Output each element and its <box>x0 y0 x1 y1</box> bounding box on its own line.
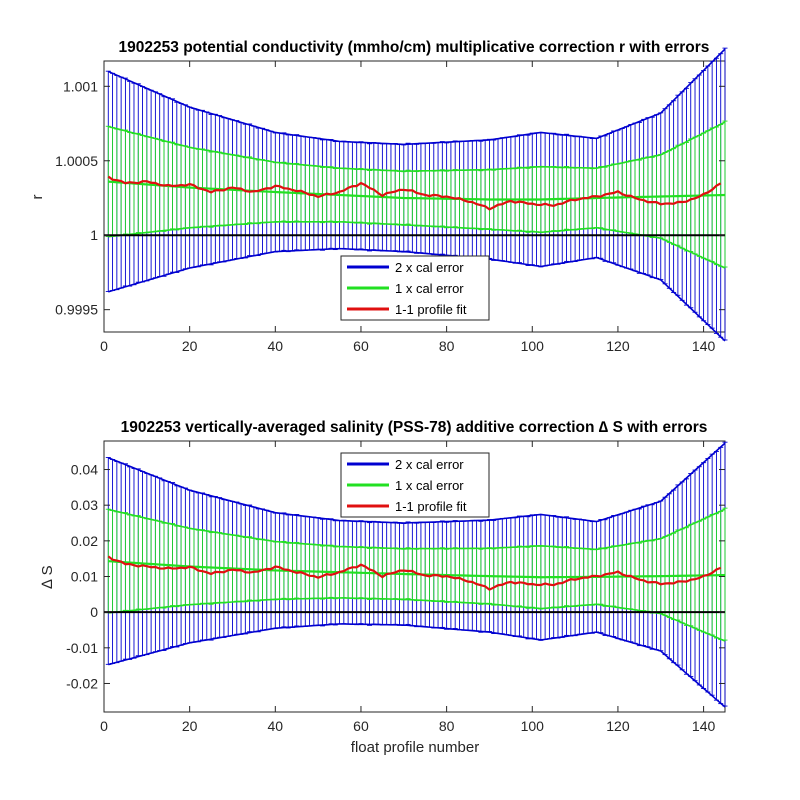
x-tick-label: 0 <box>100 718 108 734</box>
legend: 2 x cal error 1 x cal error 1-1 profile … <box>340 452 490 518</box>
y-tick-label: -0.02 <box>66 675 98 691</box>
x-tick-label: 120 <box>606 338 630 354</box>
series-line-profile-fit <box>107 175 722 211</box>
y-tick-label: 1 <box>90 227 98 243</box>
y-axis-label: r <box>29 195 46 200</box>
error-bar-1x-group <box>105 507 728 642</box>
x-tick-label: 120 <box>606 718 630 734</box>
legend-label-profile-fit: 1-1 profile fit <box>395 499 467 514</box>
x-tick-label: 40 <box>268 718 284 734</box>
x-tick-label: 60 <box>353 338 369 354</box>
error-bar-1x-upper-edge <box>108 121 726 172</box>
error-bar-1x-upper-edge <box>108 508 726 551</box>
error-bar-1x-lower-edge <box>108 221 726 269</box>
legend-label-2x-cal-error: 2 x cal error <box>395 260 464 275</box>
error-bar-2x-lower-edge <box>108 247 726 342</box>
legend: 2 x cal error 1 x cal error 1-1 profile … <box>340 255 490 321</box>
y-tick-label: 0.01 <box>71 569 98 585</box>
y-tick-label: 0 <box>90 604 98 620</box>
error-bar-2x-lower-edge <box>108 623 726 708</box>
y-tick-label: 0.04 <box>71 462 98 478</box>
calibration-fit-line <box>108 180 726 201</box>
x-tick-label: 0 <box>100 338 108 354</box>
legend-label-2x-cal-error: 2 x cal error <box>395 457 464 472</box>
x-tick-label: 100 <box>521 338 545 354</box>
delta-s-correction-panel: 1902253 vertically-averaged salinity (PS… <box>39 419 728 756</box>
x-tick-label: 20 <box>182 718 198 734</box>
x-tick-label: 60 <box>353 718 369 734</box>
x-tick-label: 20 <box>182 338 198 354</box>
x-tick-label: 40 <box>268 338 284 354</box>
y-tick-label: 0.03 <box>71 497 98 513</box>
r-correction-panel: 1902253 potential conductivity (mmho/cm)… <box>29 39 728 354</box>
y-tick-label: 0.9995 <box>55 302 98 318</box>
plot-area: 0 20 40 60 80 100 120 140 0.9995 1 1.0005 1.001 <box>55 47 728 354</box>
series-line-profile-fit <box>107 555 722 591</box>
y-tick-label: 1.0005 <box>55 153 98 169</box>
y-tick-label: 0.02 <box>71 533 98 549</box>
panel-title: 1902253 potential conductivity (mmho/cm)… <box>119 39 710 56</box>
y-tick-label: -0.01 <box>66 640 98 656</box>
error-bar-2x-upper-edge <box>107 442 726 524</box>
legend-label-1x-cal-error: 1 x cal error <box>395 478 464 493</box>
x-tick-label: 80 <box>439 718 455 734</box>
legend-label-profile-fit: 1-1 profile fit <box>395 302 467 317</box>
y-axis-label: ∆ S <box>39 565 56 588</box>
panel-title: 1902253 vertically-averaged salinity (PS… <box>121 419 708 436</box>
x-tick-label: 140 <box>692 718 716 734</box>
error-bar-2x-upper-edge <box>107 48 726 146</box>
x-tick-label: 140 <box>692 338 716 354</box>
x-tick-label: 80 <box>439 338 455 354</box>
legend-label-1x-cal-error: 1 x cal error <box>395 281 464 296</box>
x-axis-label: float profile number <box>351 739 479 756</box>
x-tick-label: 100 <box>521 718 545 734</box>
y-tick-label: 1.001 <box>63 78 98 94</box>
error-bar-1x-lower-edge <box>108 597 726 642</box>
